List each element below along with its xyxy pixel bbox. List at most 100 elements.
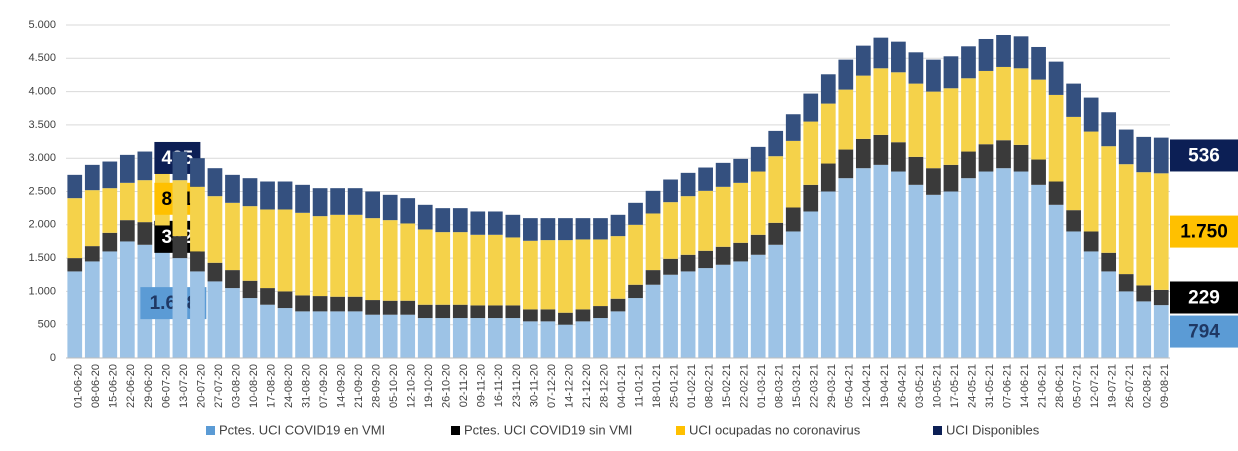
bar-segment	[400, 300, 416, 315]
bar-segment	[295, 212, 310, 296]
bar-segment	[102, 251, 118, 358]
x-tick-label: 22-03-21	[809, 364, 821, 408]
bar-segment	[347, 188, 363, 215]
x-tick-label: 15-02-21	[721, 364, 733, 408]
bar-segment	[803, 211, 819, 358]
bar-segment	[750, 171, 766, 235]
bar-segment	[768, 222, 784, 245]
bar-segment	[435, 232, 451, 305]
x-tick-label: 26-10-20	[441, 364, 453, 408]
bar-segment	[1031, 79, 1046, 160]
bar-segment	[593, 218, 608, 240]
bar-segment	[891, 72, 906, 143]
bar-segment	[926, 168, 941, 195]
x-tick-label: 04-01-21	[616, 364, 628, 408]
bar-segment	[277, 181, 293, 210]
x-tick-label: 14-06-21	[1019, 364, 1031, 408]
bar-segment	[523, 240, 538, 310]
bar-segment	[978, 70, 994, 145]
x-tick-label: 15-03-21	[791, 364, 803, 408]
x-tick-label: 01-06-20	[73, 364, 85, 408]
x-tick-label: 12-07-21	[1089, 364, 1101, 408]
bar-segment	[628, 202, 643, 225]
bar-segment	[382, 194, 398, 221]
bar-segment	[330, 188, 345, 215]
bar-segment	[593, 318, 608, 358]
bar-segment	[785, 114, 801, 141]
x-tick-label: 07-09-20	[318, 364, 330, 408]
x-tick-label: 07-06-21	[1001, 364, 1013, 408]
x-tick-label: 03-08-20	[230, 364, 242, 408]
x-tick-label: 19-07-21	[1107, 364, 1119, 408]
data-label: 794	[1188, 322, 1220, 343]
bar-segment	[891, 142, 906, 172]
bar-segment	[733, 182, 749, 243]
bar-segment	[1153, 289, 1169, 306]
bar-segment	[645, 270, 661, 285]
bar-segment	[575, 321, 591, 358]
bar-segment	[295, 295, 310, 312]
bar-segment	[785, 140, 801, 208]
bar-segment	[838, 149, 854, 179]
y-tick-label: 0	[50, 352, 56, 364]
bar-segment	[1136, 285, 1152, 302]
bar-segment	[1013, 68, 1029, 145]
bar-segment	[225, 202, 240, 271]
bar-segment	[978, 144, 994, 172]
bar-segment	[575, 218, 591, 240]
bar-segment	[207, 262, 223, 282]
bar-segment	[67, 258, 83, 272]
bar-segment	[1118, 274, 1134, 292]
x-tick-label: 09-08-21	[1159, 364, 1171, 408]
bar-segment	[1101, 271, 1117, 358]
bar-segment	[225, 288, 240, 358]
x-tick-label: 02-08-21	[1142, 364, 1154, 408]
bar-segment	[400, 223, 416, 301]
bar-segment	[908, 52, 924, 84]
bar-segment	[820, 163, 836, 192]
bar-segment	[943, 164, 959, 192]
bar-segment	[978, 171, 994, 358]
bar-segment	[610, 236, 626, 299]
legend-label: UCI Disponibles	[946, 422, 1040, 437]
bar-segment	[575, 309, 591, 322]
bar-segment	[312, 216, 328, 297]
bar-segment	[768, 130, 784, 157]
bar-segment	[715, 162, 731, 187]
bar-segment	[1153, 305, 1169, 358]
bar-segment	[698, 167, 713, 191]
x-tick-label: 28-12-20	[598, 364, 610, 408]
bar-segment	[470, 234, 486, 306]
bar-segment	[838, 178, 854, 358]
bar-segment	[523, 218, 538, 241]
y-tick-label: 3.000	[28, 152, 56, 164]
bar-segment	[452, 208, 468, 233]
bar-segment	[1083, 231, 1099, 252]
bar-segment	[873, 164, 889, 358]
y-tick-label: 1.000	[28, 285, 56, 297]
bar-segment	[225, 174, 240, 203]
legend-swatch	[676, 426, 685, 435]
bar-segment	[785, 231, 801, 358]
bar-segment	[330, 296, 345, 312]
bar-segment	[470, 318, 486, 358]
x-tick-label: 05-04-21	[844, 364, 856, 408]
y-tick-label: 4.000	[28, 86, 56, 98]
bar-segment	[540, 218, 556, 241]
bar-segment	[593, 239, 608, 307]
bar-segment	[891, 171, 906, 358]
bar-segment	[680, 271, 696, 358]
data-label: 229	[1188, 288, 1220, 309]
bar-segment	[680, 172, 696, 197]
bar-segment	[1048, 61, 1064, 95]
bar-segment	[190, 158, 205, 187]
bar-segment	[768, 244, 784, 358]
legend-swatch	[451, 426, 460, 435]
x-tick-label: 24-08-20	[283, 364, 295, 408]
bar-segment	[172, 180, 188, 237]
x-tick-label: 14-12-20	[563, 364, 575, 408]
bar-segment	[470, 305, 486, 319]
bar-segment	[172, 151, 188, 181]
bar-segment	[242, 206, 258, 281]
bar-segment	[1118, 164, 1134, 275]
